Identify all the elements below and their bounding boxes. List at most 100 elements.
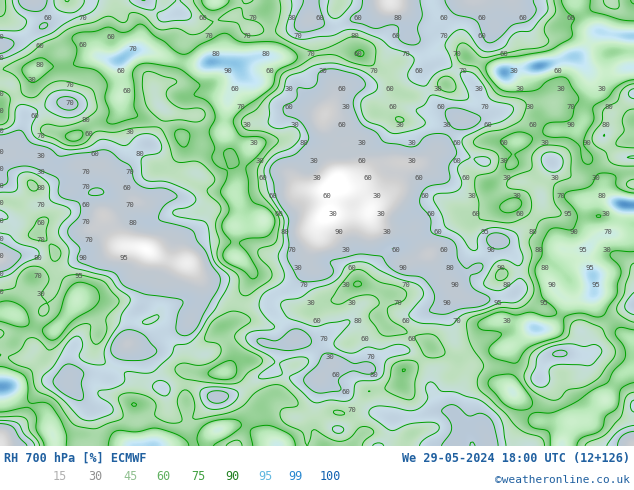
Text: 60: 60 <box>566 15 575 21</box>
Text: 30: 30 <box>357 140 366 146</box>
Text: 90: 90 <box>569 229 578 235</box>
Text: 60: 60 <box>433 229 442 235</box>
Text: 70: 70 <box>557 193 566 199</box>
Text: 60: 60 <box>0 200 4 206</box>
Text: 80: 80 <box>81 118 90 123</box>
Text: 70: 70 <box>366 354 375 360</box>
Text: 70: 70 <box>243 33 252 39</box>
Text: 70: 70 <box>300 282 309 289</box>
Text: 60: 60 <box>332 371 340 378</box>
Text: 60: 60 <box>259 175 268 181</box>
Text: 90: 90 <box>398 265 407 270</box>
Text: 30: 30 <box>294 265 302 270</box>
Text: 70: 70 <box>452 50 461 56</box>
Text: 30: 30 <box>373 193 382 199</box>
Text: 30: 30 <box>37 291 46 297</box>
Text: 60: 60 <box>198 15 207 21</box>
Text: 80: 80 <box>300 140 309 146</box>
Text: 60: 60 <box>553 68 562 74</box>
Text: 60: 60 <box>420 193 429 199</box>
Text: 80: 80 <box>446 265 455 270</box>
Text: 80: 80 <box>281 229 290 235</box>
Text: 30: 30 <box>468 193 477 199</box>
Text: 60: 60 <box>357 157 366 164</box>
Text: 90: 90 <box>496 265 505 270</box>
Text: 30: 30 <box>249 140 258 146</box>
Text: 80: 80 <box>534 246 543 253</box>
Text: 80: 80 <box>604 104 613 110</box>
Text: 60: 60 <box>230 86 239 92</box>
Text: 30: 30 <box>557 86 566 92</box>
Text: 90: 90 <box>224 68 233 74</box>
Text: 30: 30 <box>541 140 550 146</box>
Text: 60: 60 <box>122 88 131 95</box>
Text: 30: 30 <box>256 157 264 164</box>
Text: 95: 95 <box>493 300 502 306</box>
Text: 70: 70 <box>0 108 4 115</box>
Text: 70: 70 <box>65 100 74 106</box>
Text: 30: 30 <box>306 300 315 306</box>
Text: 60: 60 <box>515 211 524 217</box>
Text: 60: 60 <box>462 175 470 181</box>
Text: 80: 80 <box>34 255 42 261</box>
Text: 60: 60 <box>30 113 39 119</box>
Text: 60: 60 <box>284 104 293 110</box>
Text: ©weatheronline.co.uk: ©weatheronline.co.uk <box>495 475 630 485</box>
Text: 70: 70 <box>566 104 575 110</box>
Text: 30: 30 <box>500 157 508 164</box>
Text: 80: 80 <box>135 151 144 157</box>
Text: 60: 60 <box>347 265 356 270</box>
Text: 30: 30 <box>328 211 337 217</box>
Text: 30: 30 <box>284 86 293 92</box>
Text: 70: 70 <box>370 68 378 74</box>
Text: 60: 60 <box>122 185 131 191</box>
Text: 60: 60 <box>116 68 125 74</box>
Text: 70: 70 <box>394 300 403 306</box>
Text: 70: 70 <box>294 33 302 39</box>
Text: 60: 60 <box>519 15 527 21</box>
Text: 70: 70 <box>401 282 410 289</box>
Text: 70: 70 <box>126 169 134 174</box>
Text: 60: 60 <box>392 33 401 39</box>
Text: 30: 30 <box>0 183 4 189</box>
Text: 30: 30 <box>37 153 46 159</box>
Text: 95: 95 <box>579 246 588 253</box>
Text: 60: 60 <box>313 318 321 324</box>
Text: 30: 30 <box>376 211 385 217</box>
Text: 30: 30 <box>309 157 318 164</box>
Text: 30: 30 <box>313 175 321 181</box>
Text: 70: 70 <box>65 82 74 88</box>
Text: 70: 70 <box>37 202 46 208</box>
Text: 80: 80 <box>262 50 271 56</box>
Text: 90: 90 <box>547 282 556 289</box>
Text: 60: 60 <box>471 211 480 217</box>
Text: 70: 70 <box>0 218 4 224</box>
Text: 70: 70 <box>81 219 90 225</box>
Text: 60: 60 <box>91 151 100 157</box>
Text: 60: 60 <box>338 122 347 128</box>
Text: 60: 60 <box>389 104 398 110</box>
Text: 60: 60 <box>354 50 363 56</box>
Text: 30: 30 <box>515 86 524 92</box>
Text: 60: 60 <box>37 220 46 226</box>
Text: 60: 60 <box>484 122 493 128</box>
Text: 60: 60 <box>107 33 115 40</box>
Text: 60: 60 <box>316 15 325 21</box>
Text: 60: 60 <box>528 122 537 128</box>
Text: 70: 70 <box>236 104 245 110</box>
Text: 70: 70 <box>37 237 46 243</box>
Text: We 29-05-2024 18:00 UTC (12+126): We 29-05-2024 18:00 UTC (12+126) <box>402 452 630 465</box>
Text: 60: 60 <box>0 91 4 97</box>
Text: 60: 60 <box>0 128 4 134</box>
Text: 30: 30 <box>382 229 391 235</box>
Text: 60: 60 <box>477 33 486 39</box>
Text: 60: 60 <box>81 202 90 208</box>
Text: 30: 30 <box>290 122 299 128</box>
Text: 60: 60 <box>268 193 277 199</box>
Text: 80: 80 <box>36 62 44 68</box>
Text: 70: 70 <box>439 33 448 39</box>
Text: 70: 70 <box>37 133 46 139</box>
Text: 60: 60 <box>360 336 369 342</box>
Text: 60: 60 <box>265 68 274 74</box>
Text: 70: 70 <box>34 272 42 279</box>
